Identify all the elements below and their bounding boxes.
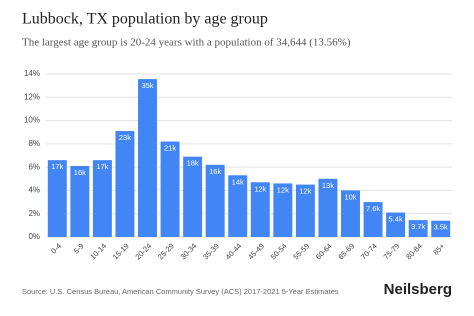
- bar: [205, 164, 225, 237]
- x-tick-label: 10-14: [88, 241, 108, 261]
- x-tick-label: 65-69: [336, 241, 356, 261]
- bar-label: 12k: [254, 184, 266, 193]
- x-tick-label: 0-4: [49, 241, 63, 255]
- y-tick-label: 4%: [28, 186, 40, 195]
- bar-label: 13k: [322, 181, 334, 190]
- bar-label: 3.5k: [434, 223, 448, 232]
- x-tick-label: 25-29: [156, 241, 176, 261]
- bar: [341, 190, 360, 237]
- x-tick-label: 15-19: [111, 241, 131, 261]
- bar-label: 17k: [96, 162, 108, 171]
- y-tick-label: 14%: [24, 69, 40, 78]
- bar-label: 18k: [187, 159, 199, 168]
- bar: [92, 160, 112, 237]
- bar: [408, 220, 428, 237]
- bar-label: 16k: [209, 167, 221, 176]
- y-tick-label: 0%: [28, 232, 40, 241]
- x-tick-label: 75-79: [381, 241, 401, 261]
- x-tick-label: 40-44: [224, 241, 244, 261]
- x-tick-label: 20-24: [133, 241, 153, 261]
- bar-label: 14k: [232, 177, 244, 186]
- x-tick-label: 30-34: [178, 241, 198, 261]
- bar-label: 21k: [164, 144, 176, 153]
- bar: [363, 202, 383, 237]
- y-tick-label: 8%: [28, 139, 40, 148]
- x-tick-label: 80-84: [404, 241, 424, 261]
- bar: [295, 184, 315, 237]
- chart-subtitle: The largest age group is 20-24 years wit…: [22, 37, 351, 49]
- bar-label: 7.6k: [366, 204, 380, 213]
- x-tick-label: 60-64: [314, 241, 334, 261]
- bar-label: 3.7k: [411, 222, 425, 231]
- bar-label: 23k: [119, 133, 131, 142]
- y-tick-label: 2%: [28, 209, 40, 218]
- chart-title: Lubbock, TX population by age group: [22, 11, 268, 28]
- bar: [70, 165, 90, 237]
- bar-label: 12k: [277, 185, 289, 194]
- x-tick-label: 5-9: [72, 241, 86, 255]
- y-tick-label: 6%: [28, 162, 40, 171]
- bar: [273, 183, 293, 237]
- bar-label: 35k: [141, 81, 153, 90]
- bar-label: 17k: [51, 162, 63, 171]
- x-tick-label: 70-74: [359, 241, 379, 261]
- bar: [250, 182, 270, 237]
- bar: [160, 141, 180, 237]
- bar: [386, 212, 406, 237]
- bar: [115, 131, 135, 237]
- bar-label: 12k: [299, 187, 311, 196]
- brand: Neilsberg: [384, 281, 452, 298]
- bar: [431, 220, 451, 237]
- bar-label: 10k: [344, 192, 356, 201]
- x-tick-label: 45-49: [246, 241, 266, 261]
- x-tick-label: 85+: [431, 241, 447, 257]
- source: Source: U.S. Census Bureau, American Com…: [22, 287, 339, 296]
- bar: [47, 160, 67, 237]
- bar: [318, 178, 338, 237]
- x-tick-label: 35-39: [201, 241, 221, 261]
- x-tick-label: 50-54: [269, 241, 289, 261]
- bar: [138, 79, 157, 237]
- y-tick-label: 10%: [24, 116, 40, 125]
- bar-label: 16k: [74, 168, 86, 177]
- bar-label: 5.4k: [389, 215, 403, 224]
- y-tick-label: 12%: [24, 92, 40, 101]
- bar: [228, 175, 248, 237]
- bar: [183, 156, 203, 237]
- x-tick-label: 55-59: [291, 241, 311, 261]
